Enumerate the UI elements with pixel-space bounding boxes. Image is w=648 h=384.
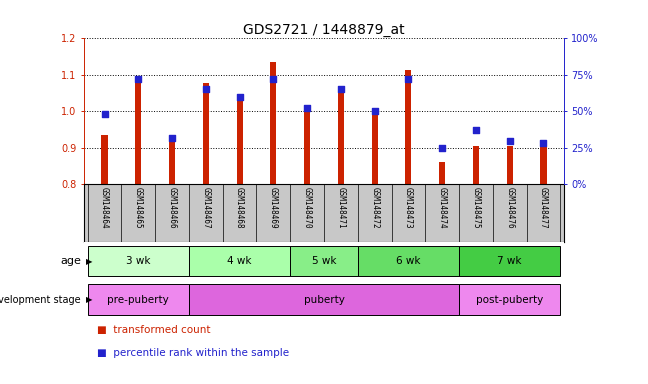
Point [133, 76, 143, 82]
Text: 7 wk: 7 wk [498, 256, 522, 266]
Bar [304, 109, 310, 184]
Bar [473, 146, 479, 184]
Bar [203, 83, 209, 184]
Text: 6 wk: 6 wk [396, 256, 421, 266]
Text: GSM148474: GSM148474 [437, 187, 446, 229]
Bar [135, 76, 141, 184]
Bar [189, 246, 290, 276]
Bar [169, 136, 175, 184]
Text: GSM148476: GSM148476 [505, 187, 515, 229]
Text: ■  percentile rank within the sample: ■ percentile rank within the sample [97, 348, 289, 358]
Bar [189, 284, 459, 315]
Point [403, 76, 413, 82]
Bar [338, 89, 344, 184]
Text: GSM148471: GSM148471 [336, 187, 345, 229]
Bar [87, 284, 189, 315]
Text: ▶: ▶ [86, 257, 92, 266]
Text: 3 wk: 3 wk [126, 256, 150, 266]
Text: GSM148466: GSM148466 [168, 187, 176, 229]
Bar [459, 284, 561, 315]
Text: pre-puberty: pre-puberty [108, 295, 169, 305]
Text: GSM148477: GSM148477 [539, 187, 548, 229]
Text: post-puberty: post-puberty [476, 295, 544, 305]
Text: puberty: puberty [303, 295, 345, 305]
Bar [102, 135, 108, 184]
Point [99, 111, 110, 118]
Bar [507, 146, 513, 184]
Bar [358, 246, 459, 276]
Text: ■  transformed count: ■ transformed count [97, 325, 211, 335]
Point [505, 137, 515, 144]
Bar [406, 70, 411, 184]
Title: GDS2721 / 1448879_at: GDS2721 / 1448879_at [243, 23, 405, 37]
Point [369, 108, 380, 114]
Text: GSM148468: GSM148468 [235, 187, 244, 229]
Bar [87, 246, 189, 276]
Bar [459, 246, 561, 276]
Point [538, 141, 549, 147]
Text: 5 wk: 5 wk [312, 256, 336, 266]
Point [268, 76, 279, 82]
Point [336, 86, 346, 93]
Text: GSM148470: GSM148470 [303, 187, 312, 229]
Text: age: age [60, 256, 81, 266]
Text: GSM148464: GSM148464 [100, 187, 109, 229]
Text: GSM148472: GSM148472 [370, 187, 379, 229]
Bar [290, 246, 358, 276]
Point [167, 134, 177, 141]
Text: GSM148467: GSM148467 [202, 187, 211, 229]
Bar [237, 100, 242, 184]
Bar [540, 144, 546, 184]
Point [302, 105, 312, 111]
Text: GSM148465: GSM148465 [133, 187, 143, 229]
Point [437, 145, 447, 151]
Text: GSM148473: GSM148473 [404, 187, 413, 229]
Bar [439, 162, 445, 184]
Text: GSM148469: GSM148469 [269, 187, 278, 229]
Text: 4 wk: 4 wk [227, 256, 252, 266]
Text: GSM148475: GSM148475 [472, 187, 480, 229]
Bar [371, 112, 378, 184]
Point [471, 127, 481, 133]
Bar [270, 62, 277, 184]
Text: ▶: ▶ [86, 295, 92, 304]
Text: development stage: development stage [0, 295, 81, 305]
Point [201, 86, 211, 93]
Point [235, 94, 245, 100]
